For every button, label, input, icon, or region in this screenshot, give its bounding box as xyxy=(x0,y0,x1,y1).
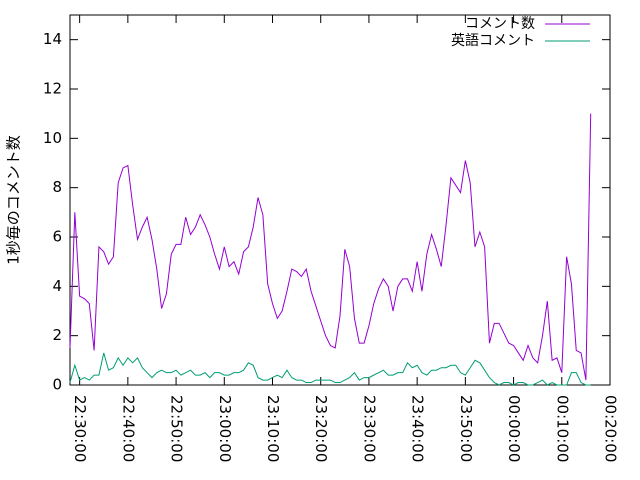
legend-label: 英語コメント xyxy=(451,32,535,49)
x-tick-label: 23:20:00 xyxy=(312,395,330,462)
y-tick-label: 0 xyxy=(52,376,62,394)
y-tick-label: 12 xyxy=(43,80,62,98)
x-tick-label: 23:30:00 xyxy=(360,395,378,462)
y-axis-label: 1秒毎のコメント数 xyxy=(5,135,23,265)
y-tick-label: 14 xyxy=(43,30,62,48)
series-line xyxy=(69,113,592,381)
x-tick-label: 00:00:00 xyxy=(505,395,523,462)
x-tick-label: 23:00:00 xyxy=(216,395,234,462)
x-tick-label: 22:40:00 xyxy=(119,395,137,462)
x-tick-label: 00:10:00 xyxy=(553,395,571,462)
x-tick-label: 23:50:00 xyxy=(457,395,475,462)
y-tick-label: 2 xyxy=(52,326,62,344)
x-tick-label: 22:50:00 xyxy=(168,395,186,462)
x-tick-label: 23:40:00 xyxy=(409,395,427,462)
plot-border xyxy=(69,14,611,386)
legend-label: コメント数 xyxy=(465,16,535,32)
series-line xyxy=(69,352,591,386)
y-tick-label: 4 xyxy=(52,277,62,295)
y-tick-label: 6 xyxy=(52,228,62,246)
x-tick-label: 23:10:00 xyxy=(264,395,282,462)
x-tick-label: 22:30:00 xyxy=(71,395,89,462)
x-tick-label: 00:20:00 xyxy=(602,395,620,462)
y-tick-label: 8 xyxy=(52,178,62,196)
y-tick-label: 10 xyxy=(43,129,62,147)
